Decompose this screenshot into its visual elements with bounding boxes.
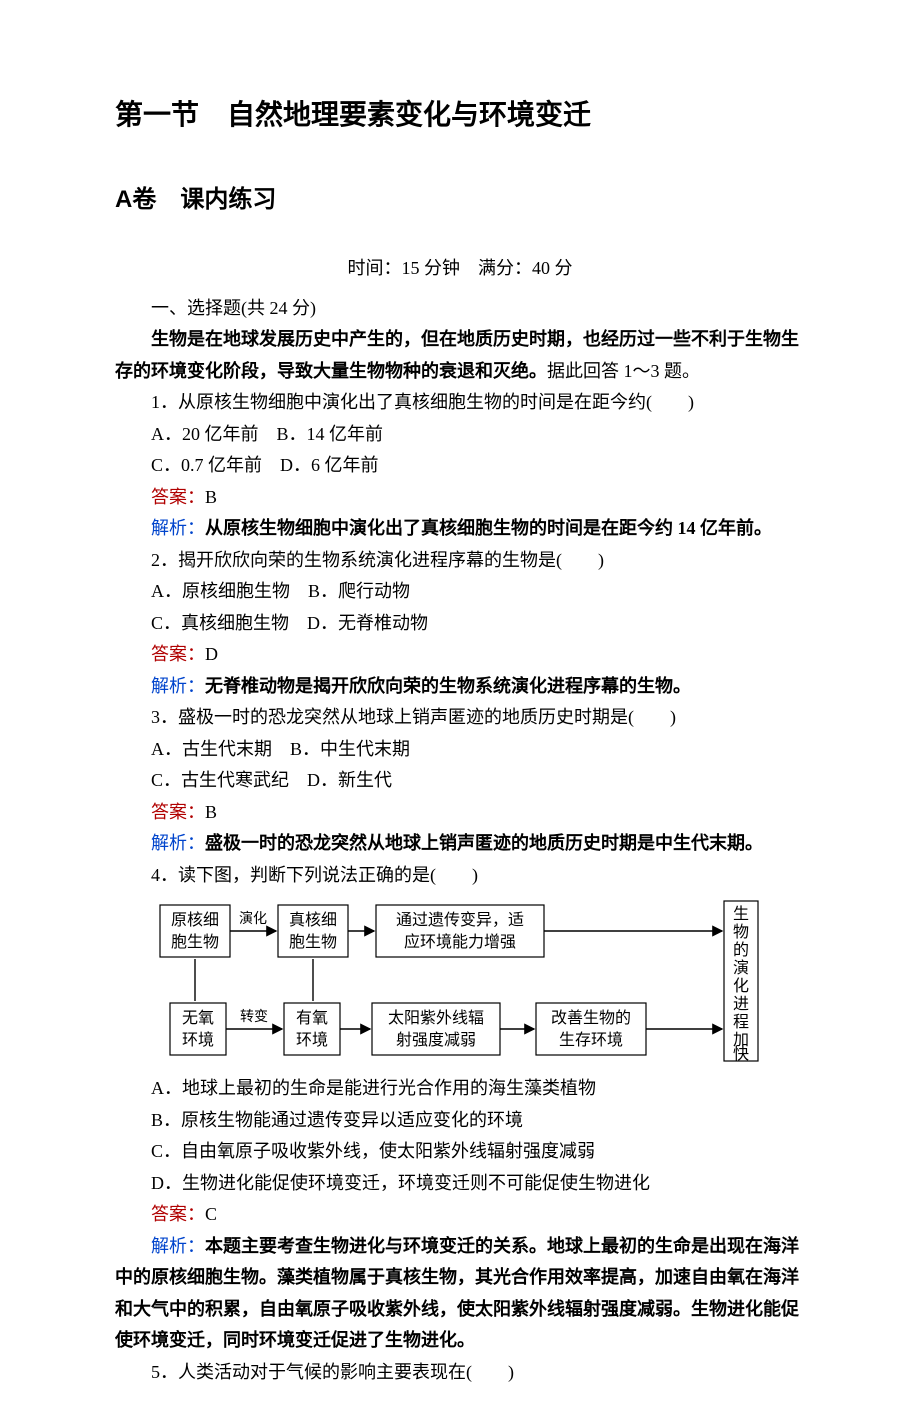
n8-c6: 进 [733,995,749,1013]
q3-explanation: 解析：盛极一时的恐龙突然从地球上销声匿迹的地质历史时期是中生代末期。 [115,828,805,860]
flowchart-svg: 原核细 胞生物 真核细 胞生物 通过遗传变异，适 应环境能力增强 无氧 环境 有… [150,897,770,1067]
n6-l1: 太阳紫外线辐 [388,1009,484,1027]
q4-answer: 答案：C [115,1199,805,1231]
time-value: 15 [402,258,420,278]
n7-l1: 改善生物的 [551,1009,631,1027]
q4-optD: D．生物进化能促使环境变迁，环境变迁则不可能促使生物进化 [115,1168,805,1200]
time-unit: 分钟 [420,258,461,278]
q2-stem: 2．揭开欣欣向荣的生物系统演化进程序幕的生物是( ) [115,545,805,577]
q1-answer: 答案：B [115,482,805,514]
n2-l2: 胞生物 [289,933,337,951]
score-value: 40 [532,258,550,278]
n8-c9: 快 [733,1045,749,1063]
edge-label-e12: 演化 [239,911,267,927]
n8-c5: 化 [733,977,749,995]
q4-optA: A．地球上最初的生命是能进行光合作用的海生藻类植物 [115,1073,805,1105]
n5-l2: 环境 [296,1030,328,1049]
section-title: A卷 课内练习 [115,179,805,221]
n8-c1: 生 [733,905,749,923]
n6-l2: 射强度减弱 [396,1031,476,1049]
n3-l2: 应环境能力增强 [404,932,516,951]
q1-answer-value: B [205,487,217,507]
q1-opts-line2: C．0.7 亿年前 D．6 亿年前 [115,450,805,482]
q2-explanation-text: 无脊椎动物是揭开欣欣向荣的生物系统演化进程序幕的生物。 [205,676,691,696]
q4-explanation: 解析：本题主要考查生物进化与环境变迁的关系。地球上最初的生命是出现在海洋中的原核… [115,1231,805,1357]
q4-explanation-text: 本题主要考查生物进化与环境变迁的关系。地球上最初的生命是出现在海洋中的原核细胞生… [115,1236,799,1351]
q3-answer-value: B [205,802,217,822]
score-unit: 分 [550,258,573,278]
q4-stem: 4．读下图，判断下列说法正确的是( ) [115,860,805,892]
answer-label: 答案： [151,802,205,822]
n3-l1: 通过遗传变异，适 [396,911,524,929]
q1-explanation: 解析：从原核生物细胞中演化出了真核细胞生物的时间是在距今约 14 亿年前。 [115,513,805,545]
n2-l1: 真核细 [289,911,337,929]
q1-opts-line1: A．20 亿年前 B．14 亿年前 [115,419,805,451]
intro-tail: 据此回答 1～3 题。 [547,361,700,381]
n8-c4: 演 [733,959,749,977]
answer-label: 答案： [151,487,205,507]
n8-c3: 的 [733,941,749,959]
q4-optB: B．原核生物能通过遗传变异以适应变化的环境 [115,1105,805,1137]
q2-explanation: 解析：无脊椎动物是揭开欣欣向荣的生物系统演化进程序幕的生物。 [115,671,805,703]
q1-explanation-text: 从原核生物细胞中演化出了真核细胞生物的时间是在距今约 14 亿年前。 [205,518,772,538]
exam-meta: 时间：15 分钟 满分：40 分 [115,253,805,285]
explanation-label: 解析： [151,833,205,853]
n5-l1: 有氧 [296,1009,328,1027]
q3-explanation-text: 盛极一时的恐龙突然从地球上销声匿迹的地质历史时期是中生代末期。 [205,833,763,853]
n8-c7: 程 [733,1013,749,1031]
answer-label: 答案： [151,1204,205,1224]
q4-optC: C．自由氧原子吸收紫外线，使太阳紫外线辐射强度减弱 [115,1136,805,1168]
meta-sep [460,258,478,278]
explanation-label: 解析： [151,1236,205,1256]
q4-answer-value: C [205,1204,217,1224]
n7-l2: 生存环境 [559,1030,623,1049]
n1-l2: 胞生物 [171,933,219,951]
score-label: 满分： [478,258,532,278]
q4-diagram: 原核细 胞生物 真核细 胞生物 通过遗传变异，适 应环境能力增强 无氧 环境 有… [115,897,805,1067]
edge-label-e45: 转变 [240,1009,268,1025]
q5-stem: 5．人类活动对于气候的影响主要表现在( ) [115,1357,805,1389]
explanation-label: 解析： [151,676,205,696]
time-label: 时间： [348,258,402,278]
answer-label: 答案： [151,644,205,664]
q3-stem: 3．盛极一时的恐龙突然从地球上销声匿迹的地质历史时期是( ) [115,702,805,734]
q3-answer: 答案：B [115,797,805,829]
n4-l2: 环境 [182,1030,214,1049]
q2-opts-line1: A．原核细胞生物 B．爬行动物 [115,576,805,608]
q2-answer: 答案：D [115,639,805,671]
q2-opts-line2: C．真核细胞生物 D．无脊椎动物 [115,608,805,640]
q3-opts-line2: C．古生代寒武纪 D．新生代 [115,765,805,797]
q1-stem: 1．从原核生物细胞中演化出了真核细胞生物的时间是在距今约( ) [115,387,805,419]
n1-l1: 原核细 [171,911,219,929]
n4-l1: 无氧 [182,1009,214,1027]
q2-answer-value: D [205,644,218,664]
n8-c2: 物 [733,923,749,941]
q3-opts-line1: A．古生代末期 B．中生代末期 [115,734,805,766]
part1-header: 一、选择题(共 24 分) [115,293,805,325]
intro-paragraph: 生物是在地球发展历史中产生的，但在地质历史时期，也经历过一些不利于生物生存的环境… [115,324,805,387]
chapter-title: 第一节 自然地理要素变化与环境变迁 [115,90,805,139]
explanation-label: 解析： [151,518,205,538]
